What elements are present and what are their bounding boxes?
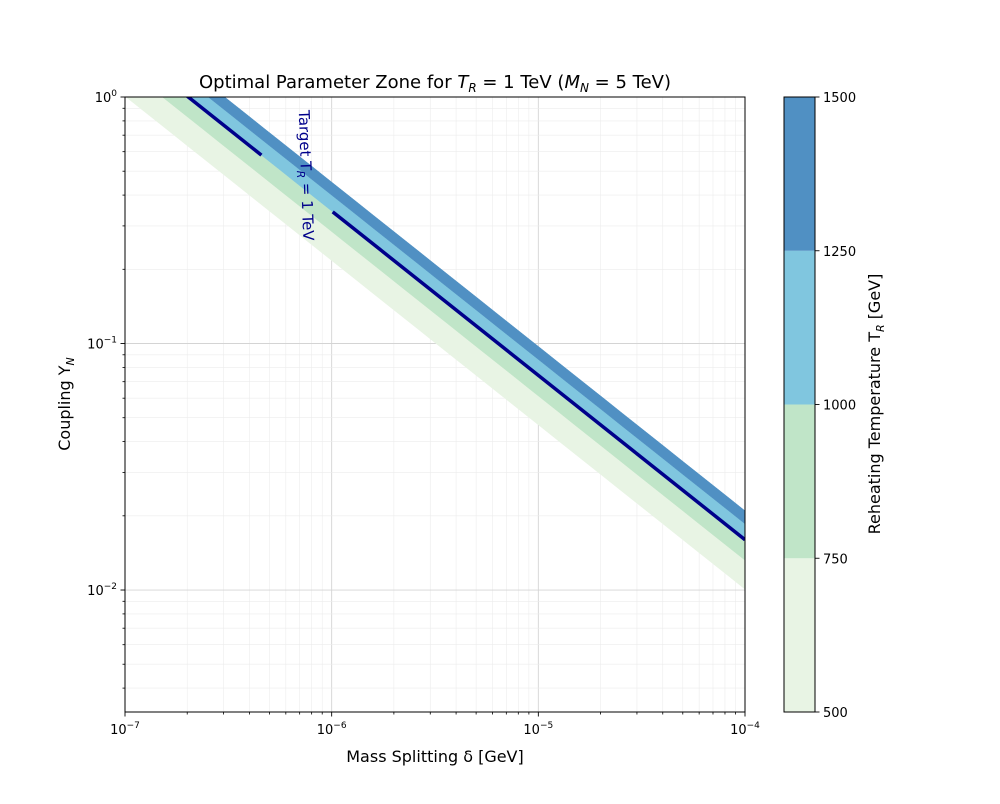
colorbar-band: [784, 558, 815, 712]
plot-area: Target TR = 1 TeV 10−7 10−6 10−5 10−410−210…: [87, 89, 760, 738]
contour-band: [207, 97, 745, 525]
y-tick-label: 10−1: [87, 336, 117, 353]
plot-frame: [124, 96, 746, 713]
colorbar-tick-label: 1250: [823, 245, 856, 260]
y-tick-label: 100: [95, 89, 118, 106]
x-tick-label: 10−7: [110, 721, 140, 738]
colorbar-label: Reheating Temperature TR [GeV]: [865, 274, 887, 535]
colorbar-frame: [783, 96, 816, 713]
x-axis-label: Mass Splitting δ [GeV]: [346, 747, 524, 766]
target-line-segment: [185, 97, 263, 157]
target-line-layer: [185, 97, 745, 542]
x-tick-label: 10−5: [523, 721, 553, 738]
target-line-label: Target TR = 1 TeV: [292, 109, 318, 242]
colorbar-tick-label: 1500: [823, 91, 856, 106]
colorbar-band: [784, 250, 815, 405]
colorbar-band: [784, 97, 815, 251]
chart-title: Optimal Parameter Zone for TR = 1 TeV (M…: [199, 72, 671, 95]
colorbar: 500 750 1000 1250 1500 Reheating Temperature…: [783, 91, 887, 721]
colorbar-band: [784, 404, 815, 559]
colorbar-tick-label: 750: [823, 552, 848, 567]
colorbar-bands: [784, 97, 815, 712]
axis-ticks: 10−7 10−6 10−5 10−4 10−2 10−1 100: [87, 89, 760, 738]
colorbar-ticks: 500 750 1000 1250 1500: [815, 91, 856, 721]
colorbar-tick-label: 500: [823, 706, 848, 721]
y-tick-label: 10−2: [87, 582, 117, 599]
colorbar-tick-label: 1000: [823, 399, 856, 414]
y-axis-label: Coupling YN: [55, 357, 77, 451]
target-line-segment: [331, 210, 745, 542]
x-tick-label: 10−6: [317, 721, 347, 738]
x-tick-label: 10−4: [730, 721, 760, 738]
